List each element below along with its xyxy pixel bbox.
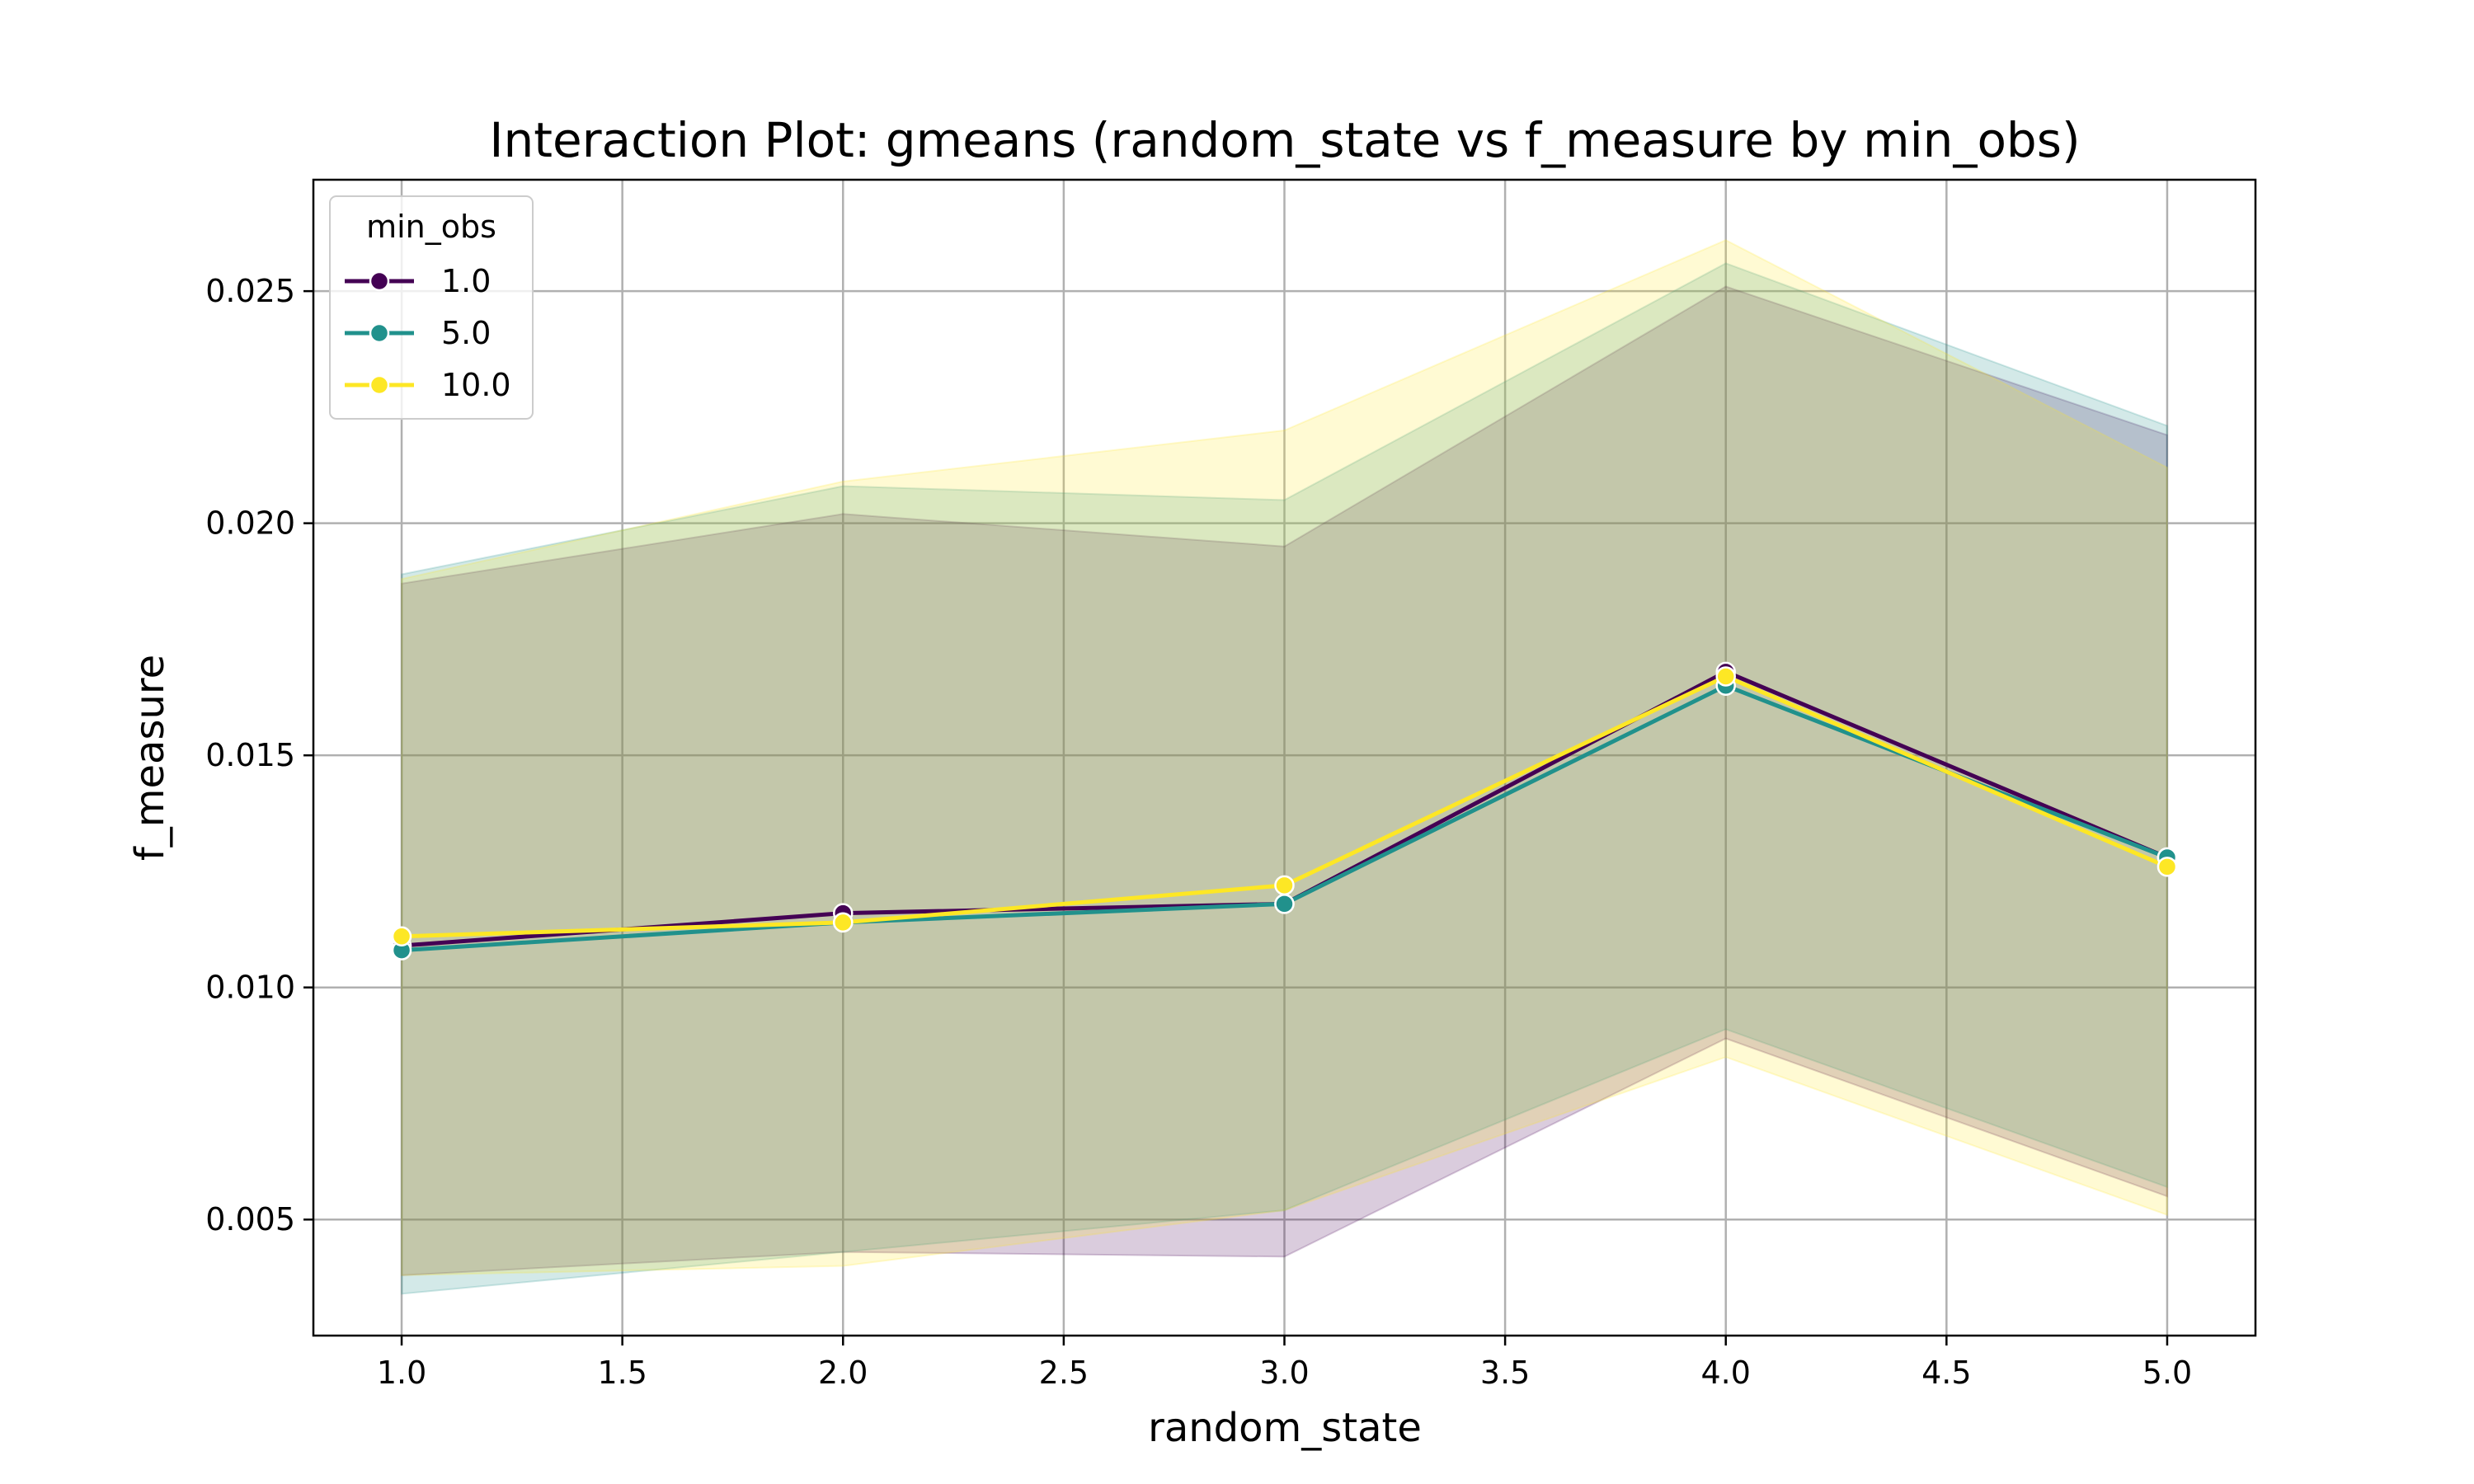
y-axis-ticks: 0.005 0.010 0.015 0.020 0.025: [205, 273, 313, 1237]
confidence-band-series-2: [401, 239, 2168, 1276]
x-tick-label: 2.5: [1039, 1355, 1089, 1391]
confidence-bands: [401, 239, 2168, 1295]
x-tick-label: 1.0: [377, 1355, 426, 1391]
legend-entry: 10.0: [345, 367, 511, 403]
y-axis-label: f_measure: [127, 655, 173, 861]
x-tick-label: 4.5: [1921, 1355, 1971, 1391]
legend-title: min_obs: [366, 209, 496, 245]
x-tick-label: 4.0: [1701, 1355, 1751, 1391]
data-point-series-2: [1274, 875, 1295, 896]
legend-entry: 5.0: [345, 315, 491, 351]
legend: min_obs 1.0 5.0 10.0: [329, 195, 534, 420]
legend-label: 1.0: [441, 263, 491, 299]
data-point-series-1: [1274, 894, 1295, 914]
legend-marker-swatch: [369, 374, 390, 396]
y-tick-label: 0.015: [205, 737, 295, 773]
x-tick-label: 5.0: [2142, 1355, 2192, 1391]
y-tick-label: 0.020: [205, 505, 295, 542]
x-tick-label: 3.0: [1259, 1355, 1309, 1391]
legend-marker-swatch: [369, 270, 390, 292]
legend-label: 10.0: [441, 367, 511, 403]
legend-label: 5.0: [441, 315, 491, 351]
y-tick-label: 0.025: [205, 273, 295, 309]
data-point-series-2: [2157, 857, 2178, 877]
legend-marker-swatch: [369, 322, 390, 344]
y-tick-label: 0.010: [205, 970, 295, 1006]
chart-title: Interaction Plot: gmeans (random_state v…: [489, 112, 2080, 168]
legend-box: [329, 195, 534, 420]
gridlines: [313, 180, 2255, 1336]
x-tick-label: 2.0: [818, 1355, 868, 1391]
x-tick-label: 1.5: [597, 1355, 647, 1391]
confidence-band-series-0: [401, 285, 2168, 1276]
x-axis-ticks: 1.0 1.5 2.0 2.5 3.0 3.5 4.0 4.5 5.0: [377, 1336, 2192, 1391]
data-point-series-2: [391, 926, 412, 947]
y-tick-label: 0.005: [205, 1201, 295, 1237]
confidence-band-series-1: [401, 262, 2168, 1295]
x-tick-label: 3.5: [1480, 1355, 1530, 1391]
x-axis-label: random_state: [1148, 1405, 1422, 1451]
series-markers: [391, 661, 2178, 960]
data-point-series-2: [1715, 666, 1736, 687]
legend-entries: 1.0 5.0 10.0: [345, 263, 511, 403]
data-point-series-2: [833, 912, 854, 933]
legend-entry: 1.0: [345, 263, 491, 299]
